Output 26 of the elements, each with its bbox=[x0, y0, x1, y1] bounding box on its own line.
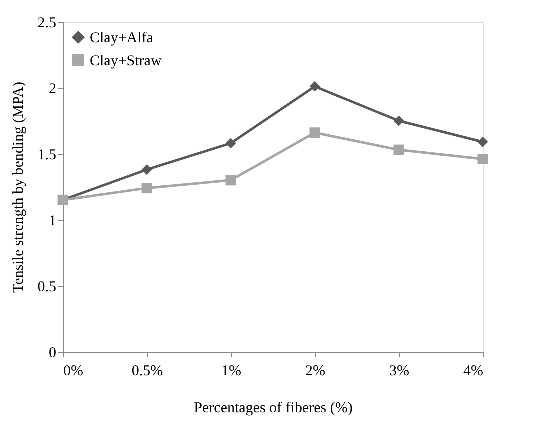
point bbox=[142, 183, 152, 194]
point bbox=[394, 116, 404, 126]
y-tick-label: 2 bbox=[49, 82, 56, 98]
x-axis-title: Percentages of fiberes (%) bbox=[194, 400, 353, 416]
point bbox=[478, 154, 488, 165]
point bbox=[478, 136, 488, 148]
point bbox=[226, 138, 236, 149]
x-tick-label: 0% bbox=[64, 364, 84, 380]
x-tick-label: 4% bbox=[464, 364, 484, 380]
point bbox=[310, 81, 320, 92]
legend-label: Clay+Alfa bbox=[90, 30, 154, 46]
point bbox=[310, 128, 320, 138]
point bbox=[226, 175, 236, 186]
point bbox=[142, 164, 152, 176]
y-axis-title: Tensile strength by bending (MPA) bbox=[10, 82, 27, 293]
x-tick-label: 2% bbox=[306, 364, 326, 380]
x-tick-label: 3% bbox=[390, 364, 410, 380]
x-tick-label: 0.5% bbox=[132, 364, 164, 380]
y-tick-label: 1 bbox=[49, 214, 56, 230]
point bbox=[394, 144, 404, 156]
y-tick-label: 0.5 bbox=[38, 280, 56, 296]
y-tick-label: 1.5 bbox=[38, 148, 56, 164]
legend-label: Clay+Straw bbox=[90, 54, 162, 70]
y-tick-label: 0 bbox=[49, 346, 56, 362]
y-tick-label: 2.5 bbox=[38, 16, 56, 32]
x-tick-label: 1% bbox=[222, 364, 242, 380]
